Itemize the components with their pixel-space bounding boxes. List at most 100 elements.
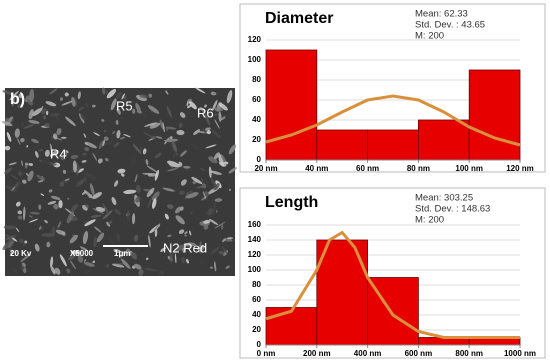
texture bbox=[82, 270, 94, 274]
sem-texture bbox=[1, 87, 238, 276]
texture bbox=[184, 242, 196, 247]
texture bbox=[82, 191, 87, 195]
texture bbox=[14, 181, 20, 190]
texture bbox=[162, 187, 175, 192]
texture bbox=[8, 248, 20, 255]
texture bbox=[77, 254, 84, 263]
texture bbox=[50, 265, 56, 275]
texture bbox=[112, 130, 116, 134]
texture bbox=[164, 213, 169, 220]
texture bbox=[169, 251, 173, 264]
texture bbox=[102, 210, 113, 220]
texture bbox=[184, 231, 188, 235]
texture bbox=[214, 198, 223, 202]
texture bbox=[205, 144, 217, 149]
texture bbox=[208, 166, 212, 178]
x-tick-label: 600 nm bbox=[405, 349, 433, 358]
texture bbox=[76, 181, 80, 187]
texture bbox=[166, 204, 174, 209]
y-tick-label: 120 bbox=[248, 250, 262, 259]
x-tick-label: 20 nm bbox=[254, 164, 277, 173]
texture bbox=[149, 122, 161, 129]
texture bbox=[106, 221, 111, 227]
texture bbox=[183, 165, 191, 169]
texture bbox=[53, 203, 59, 210]
texture bbox=[114, 208, 121, 216]
texture bbox=[82, 177, 88, 183]
texture bbox=[116, 107, 121, 115]
texture bbox=[135, 184, 141, 194]
texture bbox=[115, 91, 122, 100]
texture bbox=[135, 196, 141, 203]
texture bbox=[218, 102, 228, 111]
y-tick-label: 60 bbox=[252, 95, 261, 104]
texture bbox=[41, 143, 56, 145]
texture bbox=[69, 260, 77, 270]
texture bbox=[154, 169, 160, 181]
texture bbox=[70, 154, 79, 159]
texture bbox=[84, 142, 88, 146]
x-tick-label: 40 nm bbox=[305, 164, 328, 173]
texture bbox=[21, 160, 23, 166]
texture bbox=[140, 198, 145, 203]
texture bbox=[184, 191, 190, 200]
texture bbox=[102, 203, 110, 216]
texture bbox=[49, 136, 61, 144]
texture bbox=[226, 237, 234, 240]
bar bbox=[468, 69, 521, 161]
texture bbox=[191, 176, 203, 184]
texture bbox=[145, 158, 149, 166]
texture bbox=[223, 250, 228, 256]
texture bbox=[197, 131, 210, 134]
texture bbox=[50, 256, 54, 268]
texture bbox=[116, 130, 121, 139]
texture bbox=[214, 119, 220, 129]
texture bbox=[62, 169, 67, 174]
texture bbox=[58, 199, 63, 209]
x-tick-label: 60 nm bbox=[356, 164, 379, 173]
texture bbox=[113, 142, 120, 148]
texture bbox=[189, 144, 201, 150]
x-tick-label: 80 nm bbox=[407, 164, 430, 173]
texture bbox=[131, 213, 136, 225]
texture bbox=[201, 183, 207, 189]
texture bbox=[144, 122, 158, 127]
texture bbox=[108, 236, 115, 247]
texture bbox=[172, 171, 184, 175]
texture bbox=[116, 232, 120, 243]
texture bbox=[154, 152, 162, 159]
texture bbox=[62, 150, 68, 157]
texture bbox=[178, 122, 183, 129]
texture bbox=[112, 263, 125, 268]
texture bbox=[210, 246, 220, 255]
texture bbox=[204, 113, 211, 126]
texture bbox=[22, 262, 26, 267]
texture bbox=[55, 229, 66, 235]
texture bbox=[59, 181, 65, 187]
texture bbox=[101, 87, 106, 95]
texture bbox=[213, 201, 216, 216]
y-tick-label: 60 bbox=[252, 295, 261, 304]
texture bbox=[101, 118, 105, 122]
texture bbox=[104, 139, 115, 146]
texture bbox=[225, 203, 231, 206]
texture bbox=[105, 263, 109, 268]
texture bbox=[204, 127, 211, 131]
texture bbox=[16, 137, 21, 145]
texture bbox=[92, 104, 96, 108]
stat-label: Mean: 62.33 bbox=[415, 9, 468, 20]
texture bbox=[138, 268, 144, 276]
image-label: 1μm bbox=[114, 249, 130, 258]
texture bbox=[146, 165, 158, 173]
texture bbox=[41, 233, 55, 237]
texture bbox=[133, 263, 142, 270]
texture bbox=[6, 185, 18, 193]
texture bbox=[61, 100, 73, 106]
bar bbox=[367, 129, 419, 161]
texture bbox=[1, 120, 13, 127]
texture bbox=[46, 110, 49, 116]
texture bbox=[224, 161, 229, 165]
texture bbox=[64, 178, 70, 182]
texture bbox=[214, 221, 226, 229]
